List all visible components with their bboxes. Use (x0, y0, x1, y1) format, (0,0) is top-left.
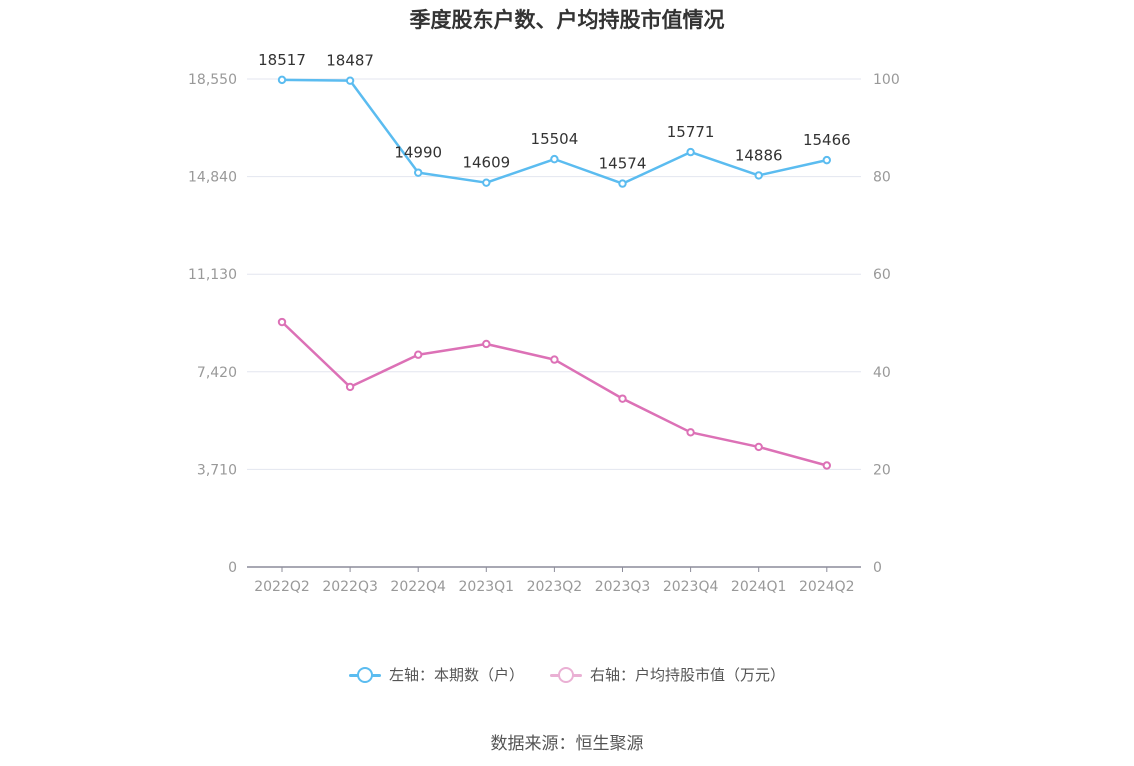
data-point (686, 428, 695, 437)
right-axis-tick-label: 0 (873, 560, 882, 576)
data-point (414, 350, 423, 359)
left-axis-tick-label: 18,550 (188, 72, 237, 88)
data-label: 15504 (531, 130, 579, 148)
x-axis-tick-label: 2023Q1 (459, 579, 515, 595)
left-axis-tick-label: 0 (228, 560, 237, 576)
right-axis-tick-label: 20 (873, 462, 891, 478)
chart-legend: 左轴：本期数（户） 右轴：户均持股市值（万元） (0, 664, 1134, 685)
data-label: 15771 (667, 123, 715, 141)
left-axis-tick-label: 7,420 (197, 365, 237, 381)
data-label: 14609 (462, 154, 510, 172)
data-label: 15466 (803, 131, 851, 149)
legend-swatch-avg-value-icon (550, 666, 582, 683)
left-axis-tick-label: 3,710 (197, 462, 237, 478)
right-axis-tick-label: 40 (873, 365, 891, 381)
legend-item-avg-value[interactable]: 右轴：户均持股市值（万元） (550, 664, 785, 685)
left-axis-tick-label: 11,130 (188, 267, 237, 283)
data-point (482, 339, 491, 349)
legend-swatch-households-icon (348, 666, 381, 683)
x-axis-tick-label: 2023Q4 (663, 579, 719, 595)
data-label: 14574 (599, 155, 647, 173)
data-point (550, 154, 559, 164)
x-axis-tick-label: 2022Q3 (322, 579, 378, 595)
data-point (686, 147, 695, 157)
data-point (618, 179, 627, 188)
right-axis-tick-label: 80 (873, 170, 891, 186)
data-point (754, 442, 763, 452)
right-axis-tick-label: 60 (873, 267, 891, 283)
x-axis-tick-label: 2023Q2 (527, 579, 583, 595)
data-label: 18517 (258, 51, 306, 69)
legend-label-households: 左轴：本期数（户） (388, 666, 524, 684)
x-axis-tick-label: 2024Q1 (731, 579, 787, 595)
data-point (277, 317, 287, 327)
data-label: 18487 (326, 52, 374, 70)
series-line-avg-value (281, 321, 828, 467)
data-point (345, 76, 355, 85)
data-point (277, 75, 287, 85)
data-point (754, 171, 763, 180)
data-point (550, 355, 559, 364)
data-point (482, 178, 491, 187)
data-source: 数据来源：恒生聚源 (490, 734, 644, 754)
x-axis-tick-label: 2022Q2 (254, 579, 310, 595)
legend-item-households[interactable]: 左轴：本期数（户） (348, 664, 524, 685)
data-label: 14886 (735, 146, 783, 164)
data-label: 14990 (394, 144, 442, 162)
chart-title: 季度股东户数、户均持股市值情况 (409, 8, 725, 32)
x-axis-tick-label: 2024Q2 (799, 579, 855, 595)
left-axis-tick-label: 14,840 (188, 170, 237, 186)
legend-label-avg-value: 右轴：户均持股市值（万元） (590, 666, 786, 684)
data-point (618, 394, 627, 403)
data-point (822, 461, 831, 470)
data-point (414, 168, 423, 177)
x-axis-tick-label: 2023Q3 (595, 579, 651, 595)
data-point (345, 382, 355, 392)
x-axis-tick-label: 2022Q4 (390, 579, 446, 595)
data-point (822, 155, 831, 165)
right-axis-tick-label: 100 (873, 72, 900, 88)
